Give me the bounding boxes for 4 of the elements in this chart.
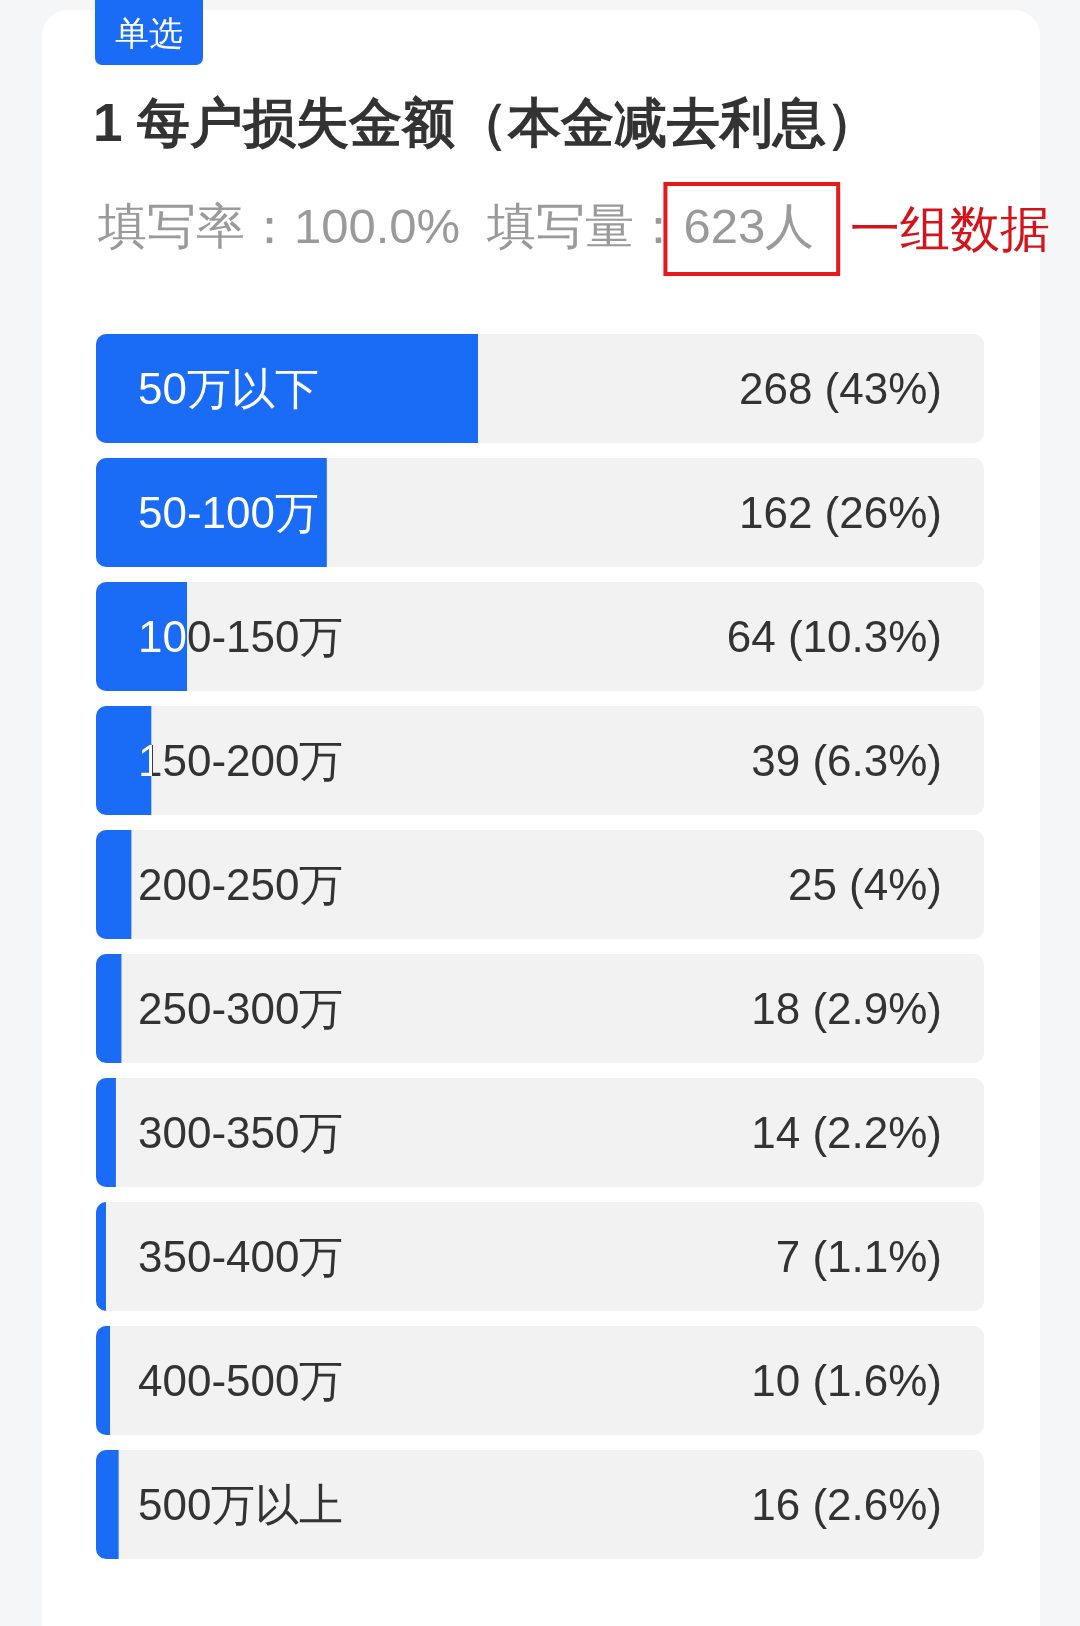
title: 1 每户损失金额（本金减去利息）: [93, 93, 880, 152]
annotation: 一组数据: [850, 201, 1051, 257]
subtitle: 填写率：100.0% 填写量：623人: [98, 199, 815, 253]
annotation: 单选: [115, 14, 183, 52]
